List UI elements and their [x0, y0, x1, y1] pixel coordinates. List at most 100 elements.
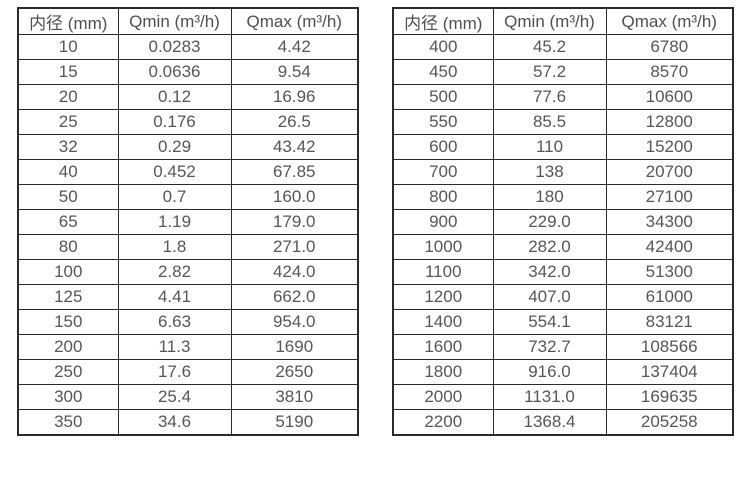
- cell: 800: [392, 184, 494, 210]
- table-row: 900 229.0 34300: [392, 209, 734, 235]
- cell: 137404: [605, 359, 734, 385]
- cell: 554.1: [492, 309, 607, 335]
- cell: 550: [392, 109, 494, 135]
- cell: 5190: [230, 409, 359, 435]
- cell: 229.0: [492, 209, 607, 235]
- cell: 17.6: [117, 359, 232, 385]
- table-row: 125 4.41 662.0: [17, 284, 359, 310]
- table-row: 32 0.29 43.42: [17, 134, 359, 160]
- cell: 57.2: [492, 59, 607, 85]
- table-row: 15 0.0636 9.54: [17, 59, 359, 85]
- cell: 2.82: [117, 259, 232, 285]
- cell: 65: [17, 209, 119, 235]
- cell: 1.8: [117, 234, 232, 260]
- cell: 108566: [605, 334, 734, 360]
- cell: 200: [17, 334, 119, 360]
- table-row: 500 77.6 10600: [392, 84, 734, 110]
- table-row: 2200 1368.4 205258: [392, 409, 734, 435]
- table-row: 550 85.5 12800: [392, 109, 734, 135]
- table-row: 450 57.2 8570: [392, 59, 734, 85]
- table-row: 20 0.12 16.96: [17, 84, 359, 110]
- cell: 45.2: [492, 34, 607, 60]
- cell: 916.0: [492, 359, 607, 385]
- cell: 150: [17, 309, 119, 335]
- cell: 662.0: [230, 284, 359, 310]
- cell: 67.85: [230, 159, 359, 185]
- cell: 85.5: [492, 109, 607, 135]
- table-row: 1100 342.0 51300: [392, 259, 734, 285]
- table-row: 1600 732.7 108566: [392, 334, 734, 360]
- cell: 12800: [605, 109, 734, 135]
- table-row: 1000 282.0 42400: [392, 234, 734, 260]
- cell: 26.5: [230, 109, 359, 135]
- cell: 1200: [392, 284, 494, 310]
- cell: 25: [17, 109, 119, 135]
- cell: 4.42: [230, 34, 359, 60]
- cell: 0.12: [117, 84, 232, 110]
- cell: 4.41: [117, 284, 232, 310]
- table-row: 700 138 20700: [392, 159, 734, 185]
- cell: 61000: [605, 284, 734, 310]
- cell: 10600: [605, 84, 734, 110]
- cell: 0.0636: [117, 59, 232, 85]
- cell: 450: [392, 59, 494, 85]
- cell: 1368.4: [492, 409, 607, 435]
- cell: 6.63: [117, 309, 232, 335]
- table-row: 50 0.7 160.0: [17, 184, 359, 210]
- table-row: 400 45.2 6780: [392, 34, 734, 60]
- cell: 10: [17, 34, 119, 60]
- cell: 8570: [605, 59, 734, 85]
- cell: 1100: [392, 259, 494, 285]
- table-row: 40 0.452 67.85: [17, 159, 359, 185]
- cell: 424.0: [230, 259, 359, 285]
- cell: 300: [17, 384, 119, 410]
- cell: 2000: [392, 384, 494, 410]
- cell: 732.7: [492, 334, 607, 360]
- table-row: 1800 916.0 137404: [392, 359, 734, 385]
- column-header: Qmax (m³/h): [230, 7, 359, 35]
- table-row: 300 25.4 3810: [17, 384, 359, 410]
- cell: 40: [17, 159, 119, 185]
- cell: 138: [492, 159, 607, 185]
- cell: 0.0283: [117, 34, 232, 60]
- cell: 83121: [605, 309, 734, 335]
- cell: 20700: [605, 159, 734, 185]
- cell: 42400: [605, 234, 734, 260]
- cell: 15200: [605, 134, 734, 160]
- cell: 0.176: [117, 109, 232, 135]
- cell: 1.19: [117, 209, 232, 235]
- column-header: Qmax (m³/h): [605, 7, 734, 35]
- cell: 0.7: [117, 184, 232, 210]
- cell: 11.3: [117, 334, 232, 360]
- column-header: Qmin (m³/h): [117, 7, 232, 35]
- table-row: 150 6.63 954.0: [17, 309, 359, 335]
- cell: 27100: [605, 184, 734, 210]
- cell: 80: [17, 234, 119, 260]
- flow-spec-table-small-diameters: 内径 (mm) Qmin (m³/h) Qmax (m³/h) 10 0.0283 4.4…: [17, 7, 359, 436]
- cell: 271.0: [230, 234, 359, 260]
- cell: 3810: [230, 384, 359, 410]
- cell: 51300: [605, 259, 734, 285]
- cell: 1800: [392, 359, 494, 385]
- cell: 407.0: [492, 284, 607, 310]
- flow-spec-table-large-diameters: 内径 (mm) Qmin (m³/h) Qmax (m³/h) 400 45.2 6780…: [392, 7, 734, 436]
- cell: 400: [392, 34, 494, 60]
- table-row: 350 34.6 5190: [17, 409, 359, 435]
- cell: 205258: [605, 409, 734, 435]
- cell: 1690: [230, 334, 359, 360]
- cell: 180: [492, 184, 607, 210]
- table-row: 600 110 15200: [392, 134, 734, 160]
- cell: 34300: [605, 209, 734, 235]
- cell: 1131.0: [492, 384, 607, 410]
- cell: 250: [17, 359, 119, 385]
- cell: 110: [492, 134, 607, 160]
- table-row: 200 11.3 1690: [17, 334, 359, 360]
- cell: 160.0: [230, 184, 359, 210]
- cell: 2200: [392, 409, 494, 435]
- table-row: 2000 1131.0 169635: [392, 384, 734, 410]
- cell: 179.0: [230, 209, 359, 235]
- header-row: 内径 (mm) Qmin (m³/h) Qmax (m³/h): [17, 7, 359, 35]
- cell: 34.6: [117, 409, 232, 435]
- header-row: 内径 (mm) Qmin (m³/h) Qmax (m³/h): [392, 7, 734, 35]
